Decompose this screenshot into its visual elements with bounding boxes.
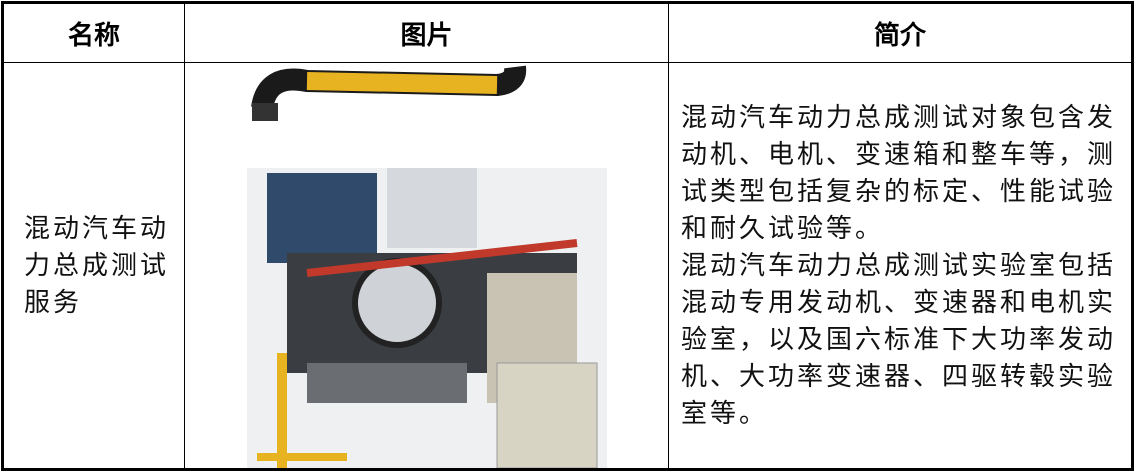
header-cell: 名称: [2, 2, 185, 63]
name-cell: 混动汽车动力总成测试服务: [2, 62, 185, 470]
equipment-photo: [246, 65, 607, 468]
header-row: 名称 图片 简介: [2, 2, 1133, 63]
image-cell: [184, 62, 669, 470]
header-cell: 图片: [184, 2, 669, 63]
description-cell: 混动汽车动力总成测试对象包含发动机、电机、变速箱和整车等，测试类型包括复杂的标定…: [668, 62, 1133, 470]
description-paragraph: 混动汽车动力总成测试对象包含发动机、电机、变速箱和整车等，测试类型包括复杂的标定…: [681, 103, 1117, 243]
description-paragraph: 混动汽车动力总成测试实验室包括混动专用发动机、变速器和电机实验室，以及国六标准下…: [681, 251, 1117, 428]
body-row: 混动汽车动力总成测试服务 混动汽车动力总成测试对象包含发动机、电机、变速箱和整: [2, 62, 1133, 470]
header-cell: 简介: [668, 2, 1133, 63]
